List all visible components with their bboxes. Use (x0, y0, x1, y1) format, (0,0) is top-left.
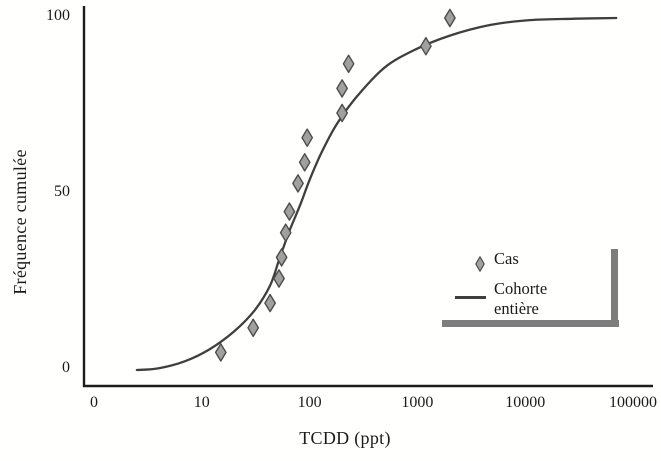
cas-point (301, 128, 314, 147)
x-tick-label: 1000 (401, 394, 434, 411)
cas-point (292, 174, 304, 193)
cas-point (336, 79, 348, 98)
cas-point (336, 103, 348, 123)
y-tick-label: 50 (54, 183, 70, 200)
cohorte-curve (135, 16, 618, 372)
cas-point (264, 293, 276, 313)
x-tick-label: 100000 (609, 394, 657, 411)
x-tick-label: 10 (193, 394, 210, 411)
x-tick-label: 0 (90, 394, 98, 411)
y-tick-label: 100 (46, 7, 70, 24)
cas-point (273, 269, 285, 288)
x-axis-title: TCDD (ppt) (299, 428, 391, 448)
cas-point (420, 36, 432, 56)
x-tick-label: 100 (297, 394, 322, 411)
cas-point (214, 343, 227, 362)
cas-point (283, 202, 296, 221)
y-axis-title: Fréquence cumulée (10, 149, 30, 295)
y-tick-label: 0 (62, 359, 70, 376)
x-tick-label: 10000 (505, 394, 546, 411)
cas-point (275, 248, 288, 267)
cas-point (247, 318, 260, 338)
cas-point (279, 223, 292, 242)
cas-point (298, 153, 311, 172)
cas-point (444, 8, 456, 28)
cas-point (342, 54, 355, 74)
